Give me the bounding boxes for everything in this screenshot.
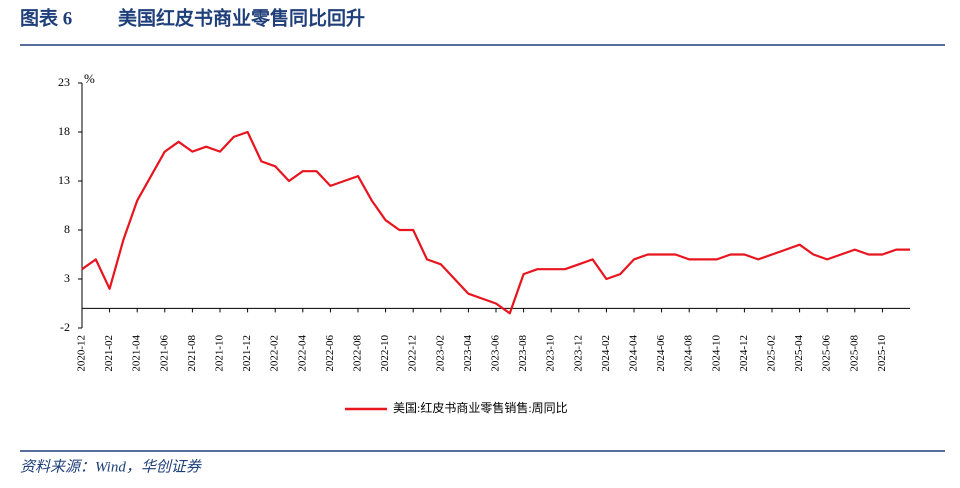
- x-tick-label: 2022-06: [324, 335, 336, 372]
- x-tick-label: 2021-08: [186, 335, 198, 372]
- x-tick-label: 2025-04: [793, 335, 805, 372]
- series-line: [81, 130, 910, 315]
- x-tick-label: 2024-06: [655, 335, 667, 372]
- x-tick-label: 2021-06: [158, 335, 170, 372]
- y-tick-label: 8: [64, 222, 70, 236]
- x-tick-label: 2024-08: [683, 335, 695, 372]
- x-tick-label: 2021-10: [214, 335, 226, 372]
- x-tick-label: 2022-02: [269, 335, 281, 372]
- x-tick-label: 2022-12: [407, 335, 419, 372]
- x-tick-label: 2021-02: [103, 335, 115, 372]
- x-tick-label: 2024-02: [600, 335, 612, 372]
- y-tick-label: -2: [60, 320, 70, 334]
- y-tick-label: 3: [64, 271, 70, 285]
- x-tick-label: 2022-04: [296, 335, 308, 372]
- source: 资料来源：Wind，华创证券: [20, 458, 202, 475]
- x-tick-label: 2022-10: [379, 335, 391, 372]
- x-tick-label: 2023-06: [490, 335, 502, 372]
- x-tick-label: 2025-02: [766, 335, 778, 372]
- x-tick-label: 2023-12: [572, 335, 584, 372]
- x-tick-label: 2024-12: [738, 335, 750, 372]
- x-tick-label: 2024-10: [710, 335, 722, 372]
- x-tick-label: 2025-06: [821, 335, 833, 372]
- chart-title: 美国红皮书商业零售同比回升: [118, 6, 365, 29]
- x-tick-label: 2025-08: [848, 335, 860, 372]
- x-tick-label: 2025-10: [876, 335, 888, 372]
- x-tick-label: 2021-04: [131, 335, 143, 372]
- x-tick-label: 2023-04: [462, 335, 474, 372]
- y-tick-label: 13: [58, 173, 70, 187]
- x-tick-label: 2022-08: [352, 335, 364, 372]
- x-tick-label: 2021-12: [241, 335, 253, 372]
- x-tick-label: 2023-02: [434, 335, 446, 372]
- y-tick-label: 23: [58, 75, 70, 89]
- x-tick-label: 2024-04: [628, 335, 640, 372]
- unit-label: %: [84, 71, 95, 86]
- legend-label: 美国:红皮书商业零售销售:周同比: [393, 400, 568, 415]
- y-tick-label: 18: [58, 124, 70, 138]
- x-tick-label: 2023-08: [517, 335, 529, 372]
- x-tick-label: 2020-12: [76, 335, 88, 372]
- x-tick-label: 2023-10: [545, 335, 557, 372]
- figure-label: 图表 6: [20, 6, 72, 29]
